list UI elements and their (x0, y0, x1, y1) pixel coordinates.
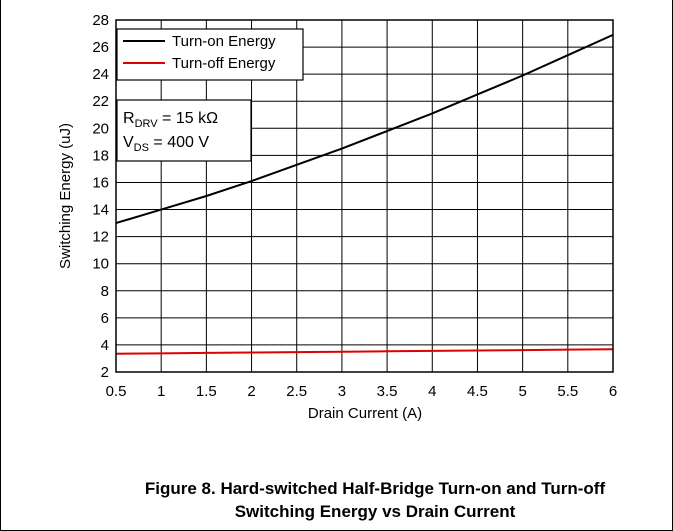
condition-rdrv: RDRV = 15 kΩ (123, 110, 218, 130)
switching-energy-chart: 0.5 1 1.5 2 2.5 3 3.5 4 4.5 5 5.5 62468101214161820… (57, 12, 617, 422)
y-tick-label: 10 (92, 256, 109, 273)
x-tick-label: 1.5 (196, 383, 217, 400)
x-tick-label: 3.5 (377, 383, 398, 400)
y-tick-label: 20 (92, 120, 109, 137)
y-tick-label: 4 (101, 337, 109, 354)
y-tick-label: 28 (92, 12, 109, 29)
y-tick-label: 14 (92, 202, 109, 219)
y-tick-label: 22 (92, 93, 109, 110)
conditions-box (116, 99, 252, 162)
x-tick-label: 0.5 (106, 383, 127, 400)
x-tick-label: 5.5 (557, 383, 578, 400)
x-tick-label: 2.5 (286, 383, 307, 400)
series-line-turn-on-energy (115, 33, 614, 225)
y-tick-label: 8 (101, 283, 109, 300)
y-tick-label: 24 (92, 66, 109, 83)
caption-line-1: Figure 8. Hard-switched Half-Bridge Turn… (144, 479, 606, 498)
y-tick-label: 12 (92, 229, 109, 246)
condition-vds: VDS = 400 V (123, 134, 209, 154)
y-tick-label: 26 (92, 39, 109, 56)
y-axis-label: Switching Energy (uJ) (57, 123, 74, 269)
legend-box (116, 28, 304, 81)
series-lines (115, 33, 614, 355)
y-tick-label: 6 (101, 310, 109, 327)
legend-label-turn-off: Turn-off Energy (172, 55, 276, 72)
caption-line-2: Switching Energy vs Drain Current (234, 502, 516, 521)
y-tick-label: 18 (92, 147, 109, 164)
y-tick-label: 2 (101, 364, 109, 381)
figure-caption: Figure 8. Hard-switched Half-Bridge Turn… (60, 477, 673, 523)
x-tick-label: 4 (428, 383, 436, 400)
legend-label-turn-on: Turn-on Energy (172, 33, 276, 50)
y-tick-label: 16 (92, 174, 109, 191)
x-tick-label: 3 (338, 383, 346, 400)
x-tick-label: 2 (247, 383, 255, 400)
x-tick-label: 1 (157, 383, 165, 400)
legend: Turn-on Energy Turn-off Energy (116, 28, 304, 81)
x-tick-label: 5 (518, 383, 526, 400)
axes: 0.5 1 1.5 2 2.5 3 3.5 4 4.5 5 5.5 62468101214161820… (92, 12, 617, 400)
series-line-turn-off-energy (115, 348, 614, 355)
x-tick-label: 4.5 (467, 383, 488, 400)
conditions-annotation: RDRV = 15 kΩ VDS = 400 V (116, 99, 252, 162)
plot-border (115, 19, 614, 373)
x-tick-label: 6 (609, 383, 617, 400)
x-axis-label: Drain Current (A) (308, 405, 422, 422)
